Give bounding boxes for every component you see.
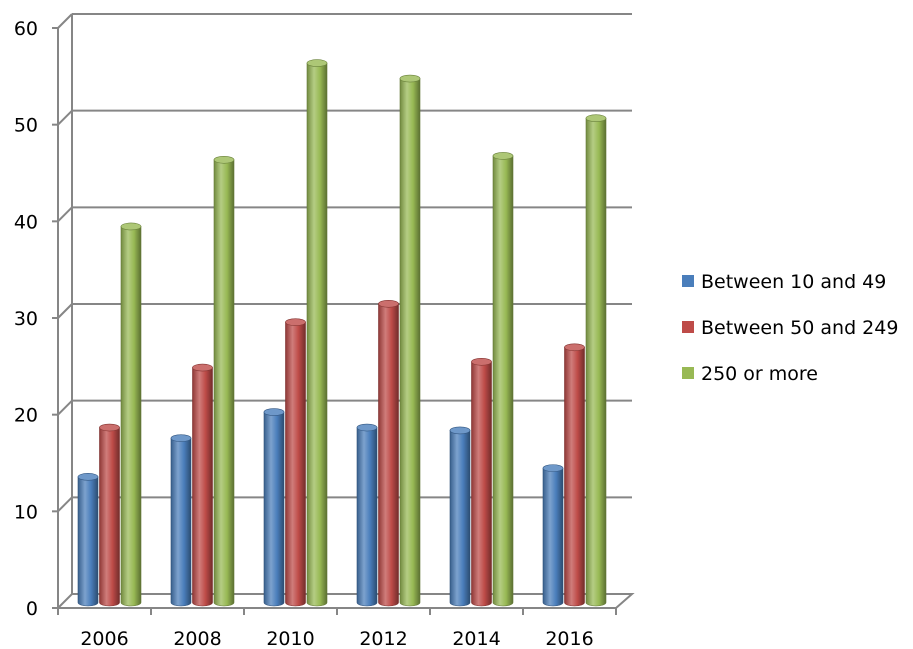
x-axis-tick-labels: 2006 2008 2010 2012 2014 2016 bbox=[80, 628, 593, 649]
bar-body bbox=[213, 159, 235, 607]
legend-swatch bbox=[682, 367, 694, 379]
y-tick-label: 40 bbox=[14, 211, 38, 233]
y-tick-label: 0 bbox=[26, 598, 38, 620]
bar-top bbox=[492, 152, 514, 160]
legend-label: Between 50 and 249 bbox=[701, 317, 898, 339]
bar-top bbox=[399, 74, 421, 83]
bar-body bbox=[77, 476, 99, 607]
bar-body bbox=[399, 78, 421, 607]
legend-swatch bbox=[682, 321, 694, 333]
y-tick-label: 20 bbox=[14, 405, 38, 427]
bar-2-2006 bbox=[99, 423, 120, 607]
bar-top bbox=[564, 343, 585, 352]
legend-item: 250 or more bbox=[682, 363, 818, 385]
bar-body bbox=[306, 62, 328, 607]
bar-body bbox=[542, 467, 564, 607]
bar-top bbox=[306, 59, 328, 67]
bar-1-2008 bbox=[170, 434, 192, 607]
bar-body bbox=[120, 226, 142, 607]
bars bbox=[77, 59, 607, 607]
bar-body bbox=[192, 367, 213, 607]
bar-top bbox=[449, 426, 471, 435]
bar-body bbox=[285, 321, 306, 607]
bar-body bbox=[263, 411, 285, 607]
bar-2-2016 bbox=[564, 343, 585, 607]
legend: Between 10 and 49 Between 50 and 249 250 o… bbox=[682, 271, 898, 385]
bar-body bbox=[564, 347, 585, 607]
x-tick-label: 2006 bbox=[80, 628, 128, 649]
y-axis-tick-labels: 0 10 20 30 40 50 60 bbox=[14, 18, 38, 620]
gridline-side bbox=[57, 399, 73, 416]
y-tick-label: 50 bbox=[14, 115, 38, 137]
bar-3-2008 bbox=[213, 155, 235, 607]
gridlines bbox=[57, 13, 632, 513]
gridline-side bbox=[57, 496, 73, 513]
bar-top bbox=[263, 408, 285, 416]
bar-top bbox=[120, 222, 142, 231]
bar-body bbox=[378, 303, 399, 607]
x-tick-label: 2010 bbox=[266, 628, 314, 649]
bar-top bbox=[471, 357, 492, 366]
x-tick-label: 2014 bbox=[452, 628, 500, 649]
bar-3-2014 bbox=[492, 152, 514, 607]
bar-3-2010 bbox=[306, 59, 328, 607]
bar-top bbox=[378, 299, 399, 308]
legend-item: Between 50 and 249 bbox=[682, 317, 898, 339]
x-tick-label: 2016 bbox=[545, 628, 593, 649]
gridline-side bbox=[57, 206, 73, 223]
bar-1-2012 bbox=[356, 423, 378, 607]
bar-1-2010 bbox=[263, 408, 285, 607]
bar-body bbox=[449, 430, 471, 607]
y-tick-label: 60 bbox=[14, 18, 38, 40]
bar-top bbox=[585, 114, 607, 122]
bar-2-2008 bbox=[192, 363, 213, 607]
x-tick-label: 2012 bbox=[359, 628, 407, 649]
y-tick-label: 10 bbox=[14, 501, 38, 523]
bar-top bbox=[356, 423, 378, 432]
gridline-side bbox=[57, 109, 73, 126]
bar-3-2006 bbox=[120, 222, 142, 607]
bar-1-2006 bbox=[77, 473, 99, 607]
bar-top bbox=[542, 464, 564, 472]
gridline-side bbox=[57, 303, 73, 319]
bar-top bbox=[170, 434, 192, 442]
bar-body bbox=[471, 361, 492, 607]
x-tick-label: 2008 bbox=[173, 628, 221, 649]
bar-2-2012 bbox=[378, 299, 399, 607]
bar-body bbox=[99, 427, 120, 607]
bar-2-2014 bbox=[471, 357, 492, 607]
bar-body bbox=[170, 437, 192, 607]
legend-label: 250 or more bbox=[701, 363, 818, 385]
bar-body bbox=[356, 427, 378, 607]
bar-top bbox=[99, 423, 120, 432]
bar-top bbox=[77, 473, 99, 481]
legend-item: Between 10 and 49 bbox=[682, 271, 886, 293]
axes bbox=[52, 14, 635, 615]
bar-2-2010 bbox=[285, 318, 306, 607]
bar-1-2016 bbox=[542, 464, 564, 607]
bar-body bbox=[585, 117, 607, 607]
bar-3-2012 bbox=[399, 74, 421, 607]
bar-body bbox=[492, 155, 514, 607]
bar-top bbox=[213, 155, 235, 164]
y-tick-label: 30 bbox=[14, 308, 38, 330]
bar-top bbox=[285, 318, 306, 326]
legend-label: Between 10 and 49 bbox=[701, 271, 886, 293]
gridline-side bbox=[57, 13, 73, 29]
bar-top bbox=[192, 363, 213, 372]
bar-3-2016 bbox=[585, 114, 607, 607]
legend-swatch bbox=[682, 275, 694, 287]
bar-1-2014 bbox=[449, 426, 471, 607]
